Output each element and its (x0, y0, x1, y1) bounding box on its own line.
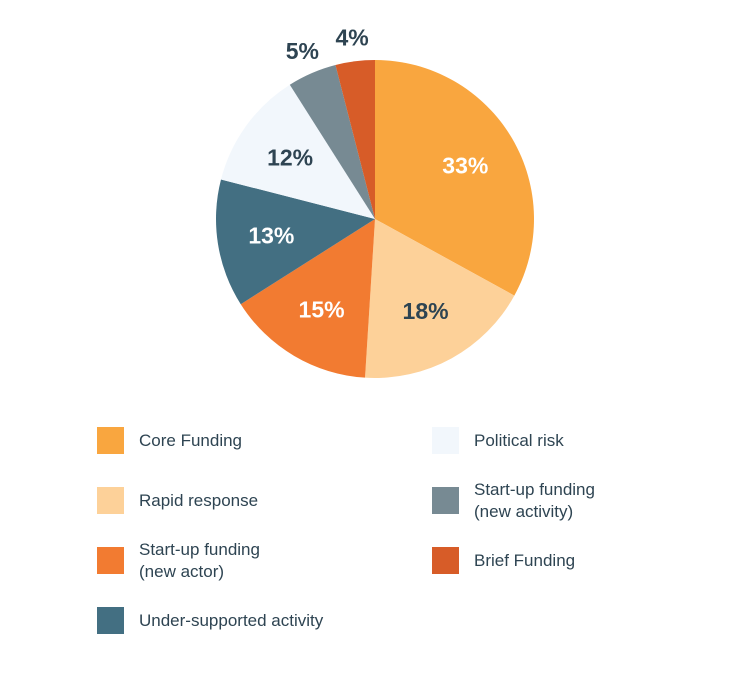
pie-slice (375, 60, 534, 296)
legend-item: Core Funding (97, 427, 242, 454)
legend-label: Start-up funding (new activity) (474, 479, 595, 521)
legend-item: Start-up funding (new actor) (97, 540, 260, 581)
pie-slice (289, 64, 375, 220)
slice-data-label: 15% (299, 296, 345, 322)
legend-item: Political risk (432, 427, 564, 454)
slice-data-label: 4% (335, 25, 368, 51)
pie-slice (365, 219, 515, 378)
legend-item: Rapid response (97, 487, 258, 514)
slice-data-label: 18% (403, 298, 449, 324)
pie-slice (335, 60, 375, 219)
slice-data-label: 5% (286, 38, 319, 64)
legend-item: Start-up funding (new activity) (432, 480, 595, 521)
legend-label: Rapid response (139, 490, 259, 510)
legend-swatch (97, 427, 124, 454)
slice-data-label: 12% (267, 144, 313, 170)
legend-item: Under-supported activity (97, 607, 323, 634)
legend-swatch (97, 487, 124, 514)
legend-label: Brief Funding (474, 550, 576, 570)
pie-slice (220, 84, 375, 219)
slice-data-label: 33% (442, 153, 488, 179)
legend-item: Brief Funding (432, 547, 575, 574)
pie-chart: 33% 18% 15% 13% 12% 5% 4% (216, 25, 534, 378)
legend-swatch (97, 607, 124, 634)
slice-data-label: 13% (248, 222, 294, 248)
legend-label: Core Funding (139, 430, 243, 450)
legend-label: Political risk (474, 430, 564, 450)
legend-swatch (432, 427, 459, 454)
legend-swatch (97, 547, 124, 574)
pie-slice (240, 219, 375, 378)
legend-swatch (432, 547, 459, 574)
legend-swatch (432, 487, 459, 514)
pie-slice (216, 179, 375, 305)
legend-label: Under-supported activity (139, 610, 324, 630)
legend-label: Start-up funding (new actor) (139, 539, 260, 581)
